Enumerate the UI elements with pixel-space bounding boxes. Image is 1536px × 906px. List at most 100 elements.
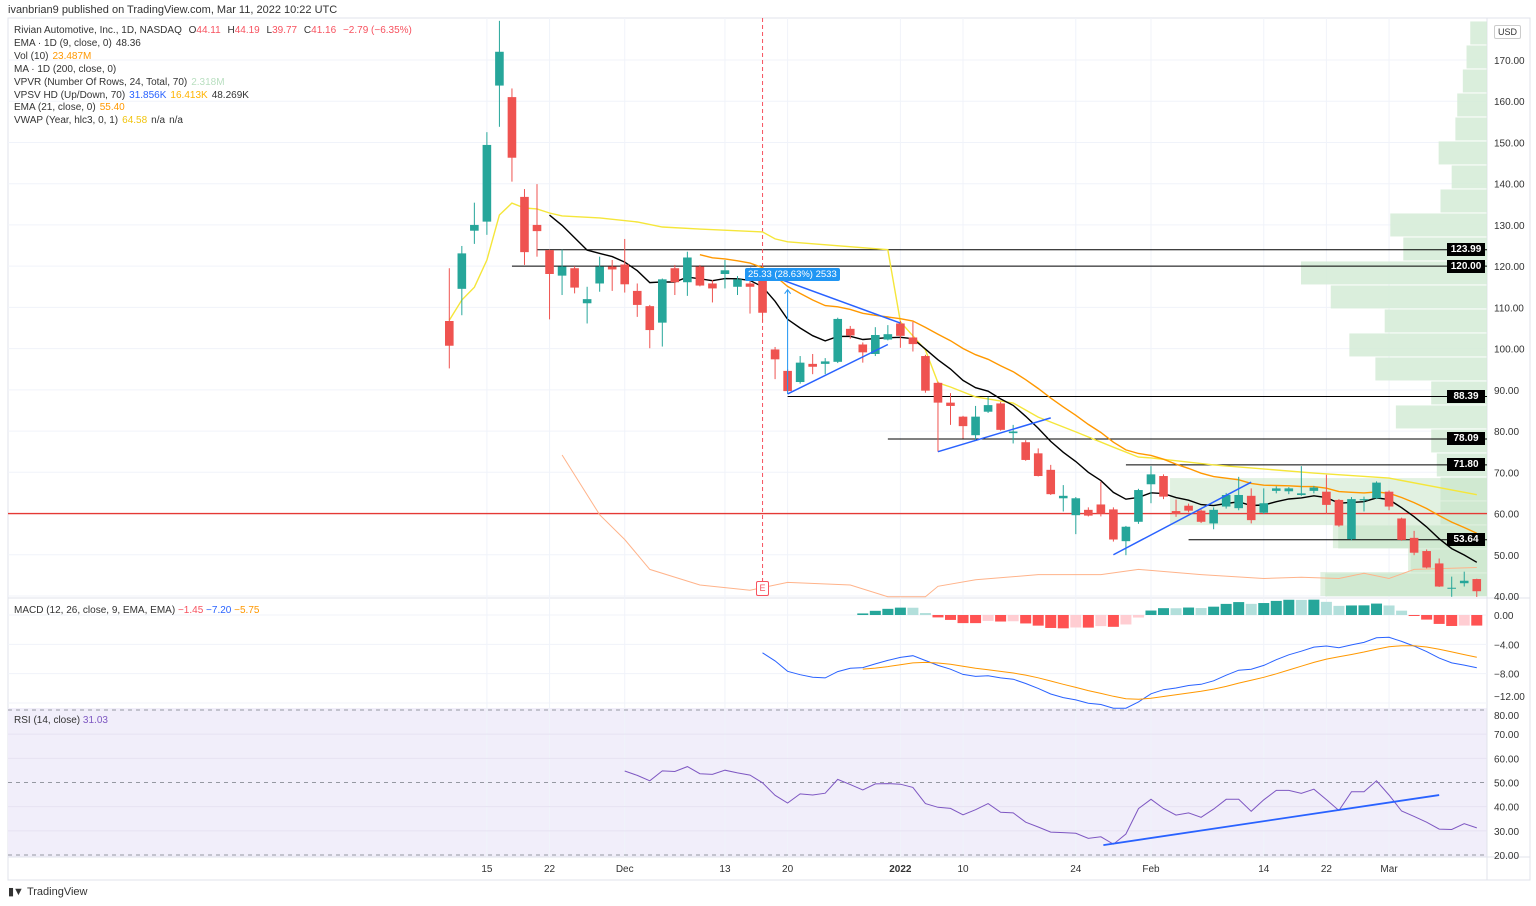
candle-up <box>683 257 692 283</box>
vol-name: Vol (10) <box>14 50 49 62</box>
vpvr-value: 2.318M <box>191 76 225 88</box>
macd-histogram-bar <box>869 610 881 615</box>
macd-signal-line <box>862 645 1477 700</box>
candle-up <box>883 334 893 340</box>
price-tick-label: 170.00 <box>1494 56 1525 67</box>
macd-histogram-bar <box>1371 603 1383 615</box>
ohlc-close: C41.16 <box>304 25 336 36</box>
macd-histogram-bar <box>1095 615 1107 627</box>
candle-up <box>470 224 479 231</box>
macd-histogram-bar <box>919 613 931 615</box>
macd-histogram-bar <box>1283 599 1295 615</box>
earnings-marker-icon[interactable]: E <box>756 581 769 596</box>
macd-histogram-bar <box>1233 602 1245 615</box>
measure-arrow-head-icon <box>784 288 792 294</box>
vpvr-legend[interactable]: VPVR (Number Of Rows, 24, Total, 70) 2.31… <box>14 77 416 90</box>
macd-histogram-bar <box>1446 615 1458 626</box>
vpvr-name: VPVR (Number Of Rows, 24, Total, 70) <box>14 76 188 88</box>
ema9-name: EMA · 1D (9, close, 0) <box>14 37 112 49</box>
price-level-tag: 123.99 <box>1447 243 1485 257</box>
price-level-tag: 71.80 <box>1447 458 1485 472</box>
price-tick-label: 100.00 <box>1494 345 1525 356</box>
ma200-legend[interactable]: MA · 1D (200, close, 0) <box>14 64 416 77</box>
macd-histogram-bar <box>1245 603 1257 615</box>
vpsv-up: 31.856K <box>129 89 167 101</box>
macd-histogram-bar <box>1471 615 1483 626</box>
vol-value: 23.487M <box>52 50 92 62</box>
macd-histogram-bar <box>1270 600 1282 615</box>
time-tick-label: 14 <box>1258 864 1270 875</box>
rsi-name: RSI (14, close) <box>14 715 81 726</box>
candle-down <box>520 196 529 253</box>
candle-up <box>983 405 993 412</box>
candle-down <box>695 266 705 286</box>
macd-histogram-bar <box>1195 608 1207 615</box>
vpvr-row-bar <box>1384 309 1487 333</box>
price-tick-label: 120.00 <box>1494 262 1525 273</box>
macd-legend[interactable]: MACD (12, 26, close, 9, EMA, EMA) −1.45 … <box>14 605 259 616</box>
rsi-legend[interactable]: RSI (14, close) 31.03 <box>14 715 108 726</box>
candle-up <box>1372 482 1381 499</box>
vpsv-legend[interactable]: VPSV HD (Up/Down, 70) 31.856K 16.413K 48.26… <box>14 90 416 103</box>
macd-histogram-bar <box>1408 615 1420 616</box>
ohlc-high: H44.19 <box>227 25 259 36</box>
candle-up <box>1297 493 1306 495</box>
vpvr-row-bar <box>1462 69 1487 93</box>
macd-histogram-bar <box>1396 610 1408 615</box>
rsi-tick-label: 40.00 <box>1494 803 1519 814</box>
ema21-legend[interactable]: EMA (21, close, 0) 55.40 <box>14 102 416 115</box>
vpsv-total: 48.269K <box>211 89 249 101</box>
price-tick-label: 50.00 <box>1494 551 1519 562</box>
macd-histogram-bar <box>970 615 982 624</box>
vwap-na1: n/a <box>151 115 166 127</box>
candle-up <box>1071 498 1081 516</box>
macd-histogram-bar <box>1258 603 1270 615</box>
vpvr-row-bar <box>1375 357 1487 381</box>
macd-histogram-bar <box>957 615 969 624</box>
candle-down <box>708 283 717 289</box>
macd-value: −7.20 <box>206 605 232 616</box>
candle-down <box>958 416 968 427</box>
main-legend: Rivian Automotive, Inc., 1D, NASDAQ O44.… <box>14 25 416 128</box>
measure-label: 25.33 (28.63%) 2533 <box>745 268 840 281</box>
currency-button[interactable]: USD <box>1494 25 1522 39</box>
candle-down <box>445 320 454 346</box>
macd-histogram-bar <box>882 608 894 615</box>
price-tick-label: 90.00 <box>1494 386 1519 397</box>
candle-up <box>1058 495 1068 499</box>
candle-down <box>946 402 955 406</box>
vwap-legend[interactable]: VWAP (Year, hlc3, 0, 1) 64.58 n/a n/a <box>14 115 416 128</box>
macd-histogram-bar <box>1107 615 1119 627</box>
candle-up <box>720 270 730 274</box>
macd-histogram-bar <box>1020 615 1032 624</box>
time-tick-label: 22 <box>544 864 556 875</box>
candle-down <box>770 349 780 360</box>
macd-histogram-bar <box>1421 615 1433 620</box>
candle-down <box>896 323 905 336</box>
ema21-value: 55.40 <box>99 102 125 114</box>
candle-down <box>996 403 1005 430</box>
candle-down <box>1096 504 1106 514</box>
ema9-legend[interactable]: EMA · 1D (9, close, 0) 48.36 <box>14 38 416 51</box>
macd-tick-label: 0.00 <box>1494 611 1514 622</box>
price-tick-label: 130.00 <box>1494 221 1525 232</box>
macd-histogram-bar <box>1057 615 1069 629</box>
macd-histogram-bar <box>1007 615 1019 622</box>
macd-histogram-bar <box>1132 615 1144 618</box>
ohlc-open-value: 44.11 <box>196 25 221 36</box>
time-tick-label: Dec <box>616 864 634 875</box>
price-level-tag: 53.64 <box>1447 533 1485 547</box>
candle-down <box>1422 551 1431 568</box>
macd-histogram-bar <box>907 607 919 615</box>
candle-up <box>482 144 492 222</box>
brand-name: TradingView <box>26 885 88 898</box>
candle-up <box>1008 431 1018 434</box>
vpvr-row-bar <box>1390 213 1487 237</box>
vol-legend[interactable]: Vol (10) 23.487M <box>14 51 416 64</box>
candle-up <box>733 279 742 287</box>
vpvr-row-bar <box>1438 141 1487 165</box>
rsi-tick-label: 30.00 <box>1494 827 1519 838</box>
price-level-tag: 120.00 <box>1447 259 1485 273</box>
candle-down <box>758 279 767 313</box>
